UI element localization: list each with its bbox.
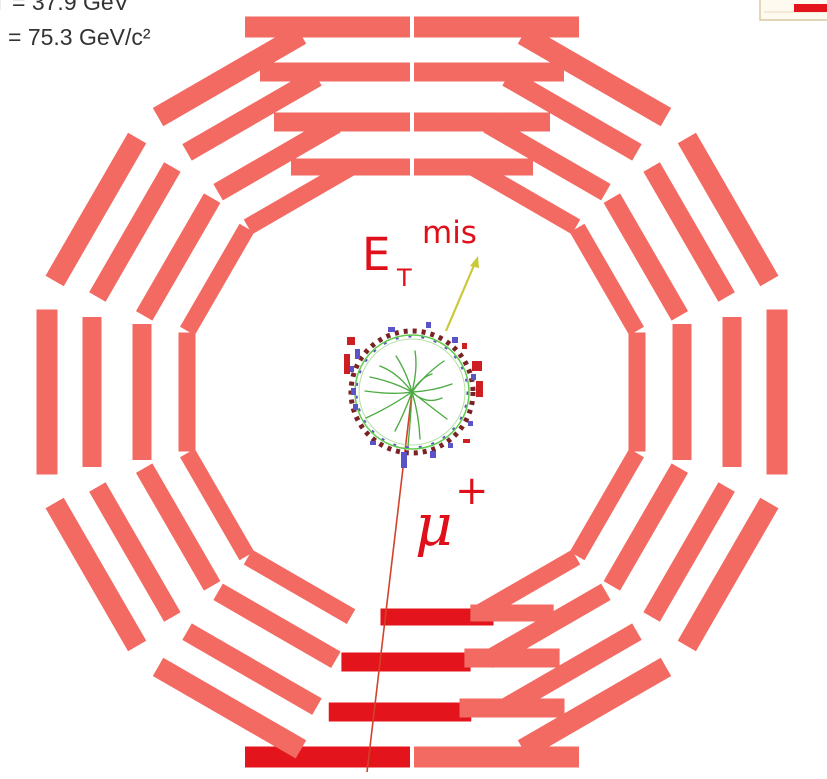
muon-chamber (766, 309, 788, 475)
muon-chamber (569, 448, 644, 561)
calorimeter-hits (348, 322, 476, 468)
muon-chamber (178, 332, 196, 452)
muon-chamber (274, 112, 410, 132)
muon-chamber (260, 62, 410, 82)
energy-deposits (344, 337, 483, 443)
muon-chamber (135, 463, 221, 591)
muon-chamber (502, 623, 642, 715)
muon-chamber (245, 16, 410, 38)
muon-chamber (464, 648, 560, 668)
muon-chamber (213, 583, 341, 669)
muon-chamber (628, 332, 646, 452)
muon-chamber (483, 583, 611, 669)
cropped-inset (759, 0, 827, 21)
muon-chamber-hit (341, 652, 471, 672)
muon-chamber-hit (245, 746, 410, 768)
muon-chamber (243, 549, 356, 624)
muon-chamber (603, 463, 689, 591)
muon-chamber (182, 623, 322, 715)
muon-chamber (459, 698, 565, 718)
missing-et-label-sup: mis (422, 215, 477, 251)
muon-chamber (414, 62, 564, 82)
muon-chambers (36, 16, 788, 768)
muon-chamber (643, 162, 735, 302)
muon-chamber (569, 223, 644, 336)
muon-chamber (414, 16, 579, 38)
missing-et-label-sub: T (396, 264, 412, 292)
charged-tracks (364, 350, 453, 447)
muon-chamber (45, 497, 147, 652)
muon-chamber (643, 482, 735, 622)
muon-chamber (182, 69, 322, 161)
missing-et-label-main: E (362, 228, 390, 281)
muon-chamber (517, 657, 672, 759)
muon-chamber (152, 25, 307, 127)
muon-label-main: μ (415, 491, 453, 559)
muon-chamber (677, 132, 779, 287)
muon-chamber (135, 193, 221, 321)
muon-chamber (470, 604, 554, 622)
muon-chamber (468, 160, 581, 235)
muon-chamber (414, 112, 550, 132)
inner-detector (344, 322, 483, 468)
muon-chamber (45, 132, 147, 287)
muon-chamber (414, 746, 579, 768)
muon-chamber (89, 482, 181, 622)
muon-chamber (722, 317, 742, 467)
cut-off-energy-text: T = 37.9 GeV (0, 0, 130, 15)
missing-et-arrow (444, 256, 479, 332)
muon-chamber (180, 448, 255, 561)
muon-chamber (243, 160, 356, 235)
muon-chamber (132, 324, 152, 460)
muon-chamber (36, 309, 58, 475)
muon-chamber-hit (380, 608, 494, 626)
muon-chamber (483, 115, 611, 201)
muon-chamber (82, 317, 102, 467)
muon-label-sup: + (455, 468, 489, 514)
muon-chamber (603, 193, 689, 321)
muon-chamber (152, 657, 307, 759)
muon-chamber (89, 162, 181, 302)
muon-chamber (677, 497, 779, 652)
muon-chamber-hit (328, 702, 472, 722)
muon-chamber (517, 25, 672, 127)
muon-chamber (213, 115, 341, 201)
muon-chamber (180, 223, 255, 336)
cut-off-mass-text: = 75.3 GeV/c² (8, 24, 151, 50)
muon-chamber (502, 69, 642, 161)
muon-chamber (672, 324, 692, 460)
